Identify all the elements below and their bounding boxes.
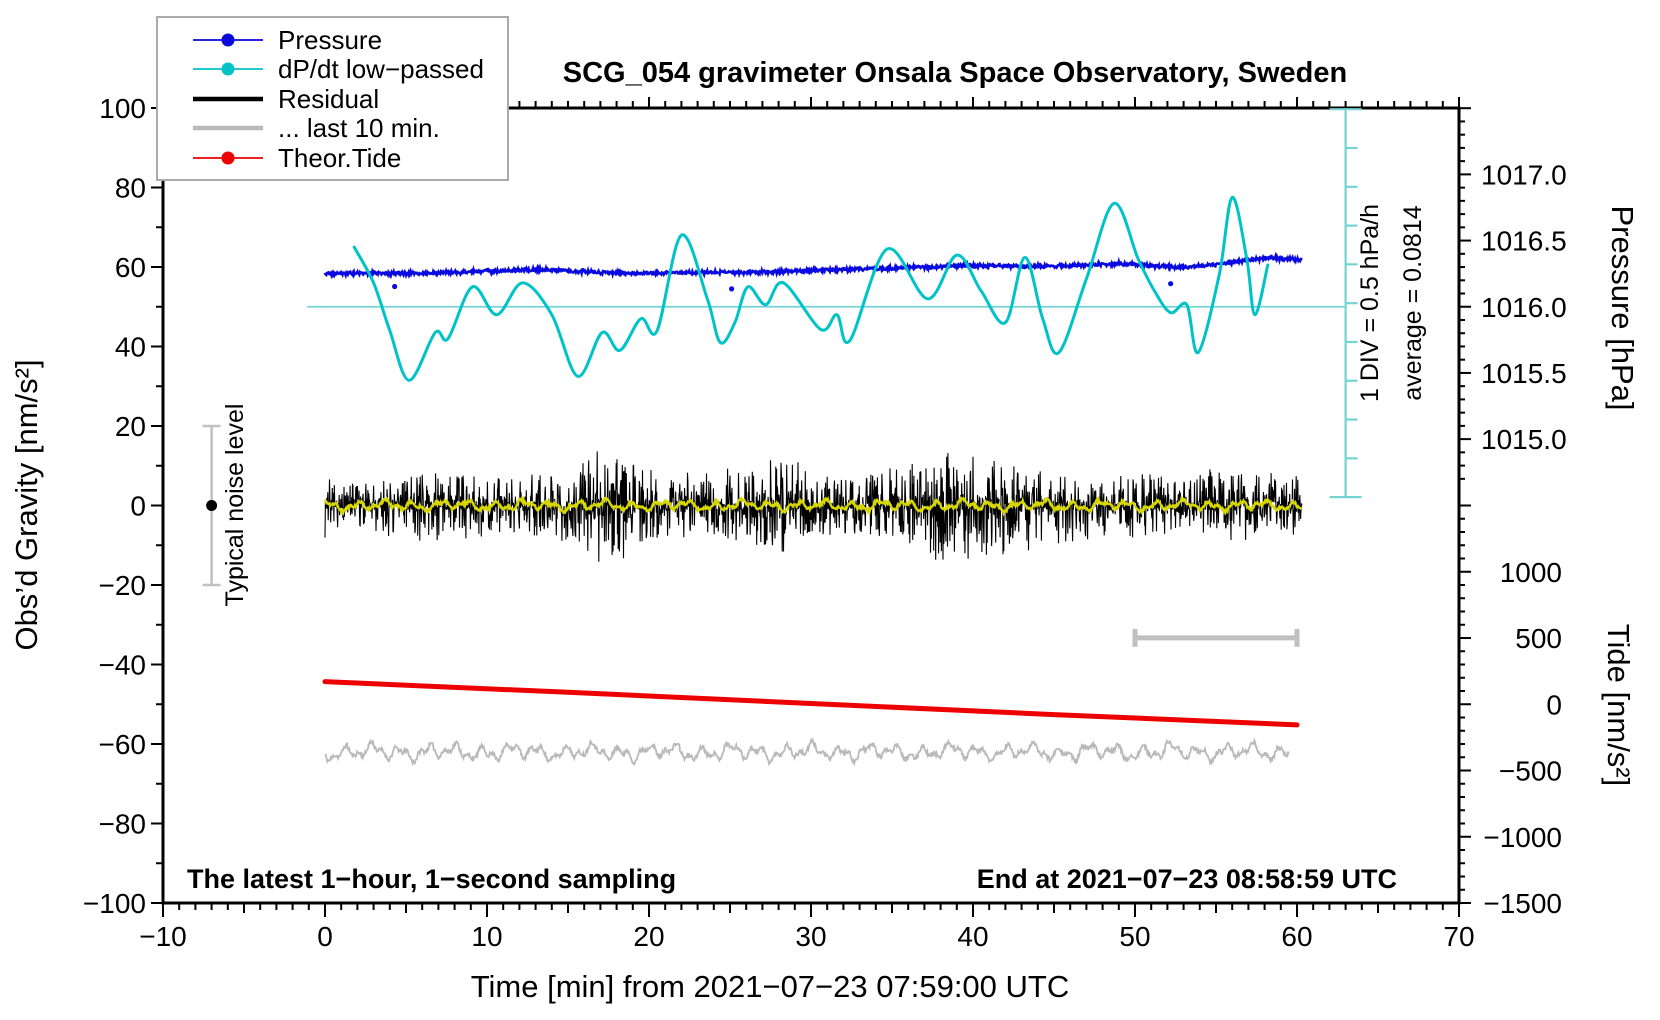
y-left-axis-title: Obs’d Gravity [nm/s²] [9,359,44,650]
legend-item-theortide: Theor.Tide [193,143,401,173]
x-tick-label: 70 [1443,921,1474,952]
residual-series [324,451,1303,562]
y-left-tick-label: −100 [83,888,146,919]
noise-level-label: Typical noise level [221,404,249,607]
theor-tide-series [322,679,1300,728]
legend: Pressure dP/dt low−passed Residual ... l… [156,16,509,181]
pressure-tick-label: 1015.0 [1481,424,1567,455]
y-left-tick-label: 100 [99,93,146,124]
dpdt-sample-dot [221,62,235,76]
chart-title: SCG_054 gravimeter Onsala Space Observat… [563,57,1347,89]
pressure-series-outlier-dot [1168,281,1174,287]
pressure-series-outlier-dot [729,286,735,292]
chart-series [322,195,1303,767]
y-left-tick-label: −80 [99,809,147,840]
residual-lowpassed-overlay [324,495,1303,517]
legend-label-dpdt: dP/dt low−passed [278,54,484,84]
tide-tick-label: −1500 [1483,888,1562,919]
noise-errorbar-center-dot [206,500,218,511]
tide-tick-label: 0 [1546,689,1562,720]
pressure-tick-label: 1016.5 [1481,226,1567,257]
y-left-tick-label: 0 [130,491,146,522]
pressure-series [323,251,1303,280]
y-left-tick-label: −20 [99,570,147,601]
sampling-note: The latest 1−hour, 1−second sampling [187,864,676,894]
y-left-tick-label: 20 [115,411,146,442]
legend-item-last10min: ... last 10 min. [193,113,440,143]
plot-frame-and-axes: −10 0 10 20 30 40 50 60 70−100−80−60−40−20020406… [83,93,1567,952]
legend-item-dpdt: dP/dt low−passed [193,54,484,84]
pressure-axis-title: Pressure [hPa] [1605,205,1640,410]
y-left-tick-label: −60 [99,729,147,760]
y-left-tick-label: −40 [99,650,147,681]
x-tick-label: 30 [795,921,826,952]
y-left-tick-label: 80 [115,173,146,204]
x-tick-label: −10 [139,921,187,952]
chart-markers [202,108,1362,647]
x-tick-label: 40 [957,921,988,952]
legend-label-pressure: Pressure [278,25,382,55]
end-time-note: End at 2021−07−23 08:58:59 UTC [977,864,1397,894]
last-10-min-series [324,737,1290,767]
pressure-tick-label: 1015.5 [1481,358,1567,389]
x-axis-title: Time [min] from 2021−07−23 07:59:00 UTC [471,969,1070,1004]
legend-label-last10min: ... last 10 min. [278,113,440,143]
theortide-sample-dot [221,151,235,165]
x-tick-label: 50 [1119,921,1150,952]
y-left-tick-label: 40 [115,332,146,363]
legend-label-theortide: Theor.Tide [278,143,401,173]
x-tick-label: 10 [471,921,502,952]
pressure-tick-label: 1016.0 [1481,292,1567,323]
pressure-sample-dot [221,33,235,47]
pressure-series-outlier-dot [392,283,398,290]
tide-tick-label: −1000 [1483,822,1562,853]
legend-item-residual: Residual [193,84,379,114]
legend-label-residual: Residual [278,84,379,114]
legend-item-pressure: Pressure [193,25,382,55]
dpdt-lowpassed-series [352,195,1270,382]
tide-tick-label: 1000 [1500,557,1562,588]
pressure-tick-label: 1017.0 [1481,159,1567,190]
x-tick-label: 20 [633,921,664,952]
average-annotation: average = 0.0814 [1399,205,1427,400]
tide-tick-label: −500 [1499,756,1562,787]
div-scale-annotation: 1 DIV = 0.5 hPa/h [1356,204,1384,402]
tide-axis-title: Tide [nm/s²] [1601,624,1636,787]
x-tick-label: 60 [1281,921,1312,952]
x-tick-label: 0 [317,921,333,952]
tide-tick-label: 500 [1515,623,1562,654]
y-left-tick-label: 60 [115,252,146,283]
